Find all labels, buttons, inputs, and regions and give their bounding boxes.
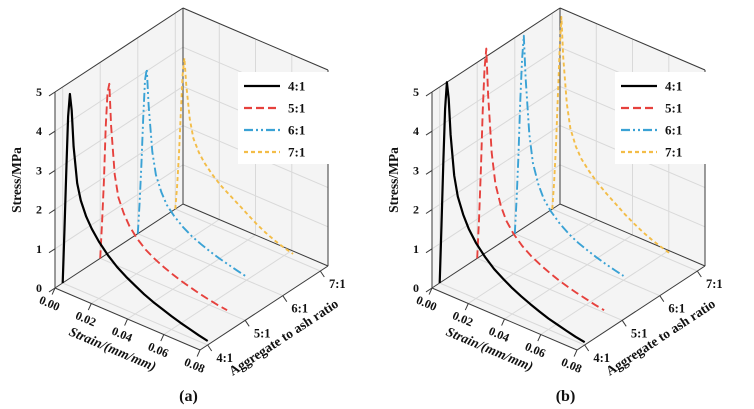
svg-text:0.08: 0.08 (559, 355, 584, 376)
svg-text:6:1: 6:1 (668, 302, 685, 316)
svg-text:5:1: 5:1 (631, 326, 648, 340)
svg-text:4:1: 4:1 (665, 79, 682, 94)
svg-text:Stress/MPa: Stress/MPa (9, 147, 24, 213)
svg-text:1: 1 (36, 242, 42, 256)
svg-text:Stress/MPa: Stress/MPa (386, 147, 401, 213)
legend-box (615, 72, 715, 164)
svg-text:0: 0 (413, 281, 419, 295)
panel-a: 0 1 2 3 4 5 0.00 0.02 0.04 0.06 0.08 4:1 5:1 6:1 7:1 St… (0, 0, 377, 405)
svg-text:5: 5 (413, 85, 419, 99)
svg-text:3: 3 (36, 163, 42, 177)
svg-text:3: 3 (413, 163, 419, 177)
svg-text:5:1: 5:1 (254, 326, 271, 340)
svg-text:4:1: 4:1 (593, 351, 610, 365)
series-line-5:1 (476, 47, 605, 312)
series-line-7:1 (174, 57, 294, 255)
caption-a: (a) (179, 388, 198, 405)
svg-text:4:1: 4:1 (216, 351, 233, 365)
svg-text:4: 4 (36, 124, 42, 138)
svg-text:5:1: 5:1 (665, 101, 682, 116)
panes (55, 8, 328, 350)
svg-text:2: 2 (36, 203, 42, 217)
svg-text:6:1: 6:1 (288, 123, 305, 138)
axes-frame (54, 7, 329, 351)
svg-text:7:1: 7:1 (329, 277, 346, 291)
svg-text:7:1: 7:1 (665, 145, 682, 160)
series-line-6:1 (513, 34, 625, 277)
svg-text:0.08: 0.08 (182, 355, 207, 376)
series (61, 57, 294, 342)
svg-text:7:1: 7:1 (288, 145, 305, 160)
svg-text:6:1: 6:1 (291, 302, 308, 316)
svg-text:0: 0 (36, 281, 42, 295)
svg-text:0.00: 0.00 (37, 293, 62, 314)
panel-b: 0 1 2 3 4 5 0.00 0.02 0.04 0.06 0.08 4:1 5:1 6:1 7:1 St… (377, 0, 754, 409)
series-line-6:1 (136, 68, 248, 278)
legend: 4:1 5:1 6:1 7:1 (615, 72, 715, 164)
svg-text:4:1: 4:1 (288, 79, 305, 94)
svg-text:0.00: 0.00 (414, 293, 439, 314)
legend: 4:1 5:1 6:1 7:1 (238, 72, 338, 164)
svg-text:4: 4 (413, 124, 419, 138)
svg-text:1: 1 (413, 242, 419, 256)
panes (432, 8, 705, 350)
svg-text:5:1: 5:1 (288, 101, 305, 116)
series-line-5:1 (99, 82, 228, 312)
legend-box (238, 72, 338, 164)
series-line-4:1 (61, 92, 209, 342)
svg-text:7:1: 7:1 (706, 277, 723, 291)
series-line-7:1 (551, 15, 671, 255)
svg-text:2: 2 (413, 203, 419, 217)
series-line-4:1 (438, 81, 586, 344)
series (438, 15, 671, 344)
svg-text:6:1: 6:1 (665, 123, 682, 138)
caption-b: (b) (555, 388, 576, 405)
svg-text:5: 5 (36, 85, 42, 99)
